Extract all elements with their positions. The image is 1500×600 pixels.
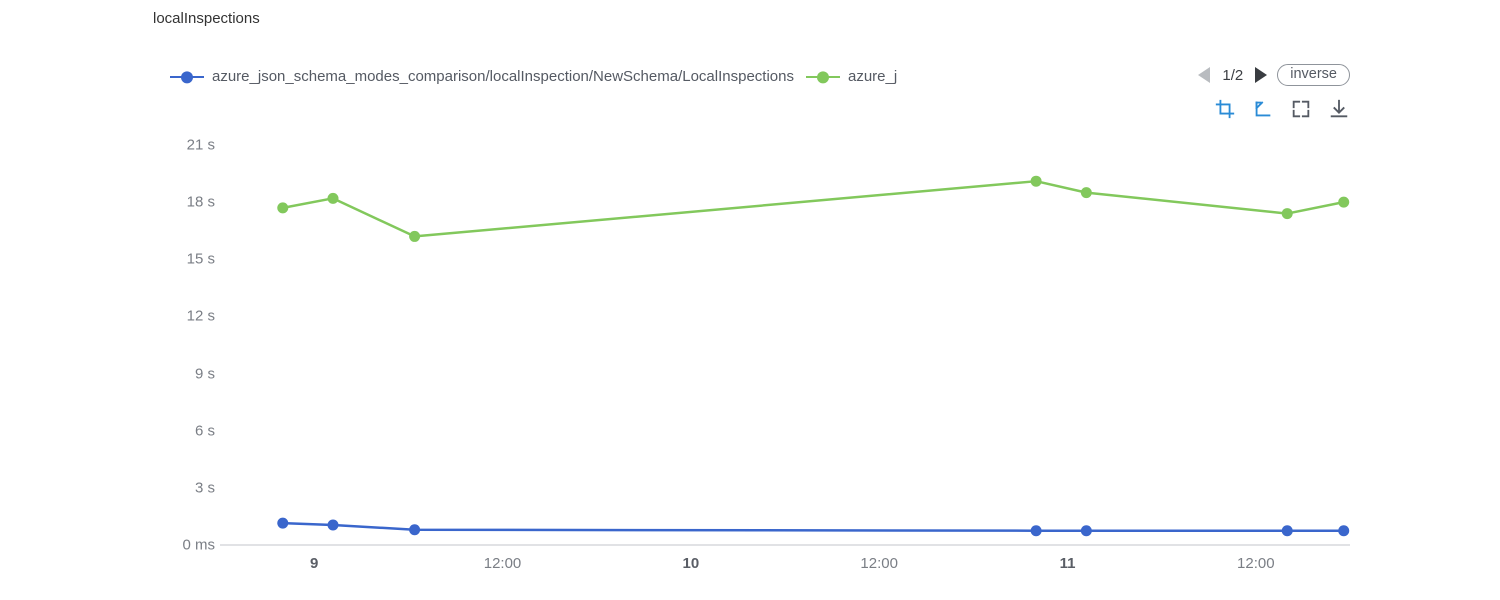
series-marker[interactable] [1338, 197, 1349, 208]
series-marker[interactable] [1282, 525, 1293, 536]
series-marker[interactable] [277, 202, 288, 213]
legend-swatch-icon [806, 76, 840, 78]
legend-item[interactable]: azure_json_schema_modes_comparison/local… [170, 68, 794, 85]
chart-title: localInspections [153, 10, 260, 27]
legend-item[interactable]: azure_j [806, 68, 897, 85]
series-line [283, 523, 1344, 531]
series-marker[interactable] [409, 231, 420, 242]
series-marker[interactable] [1081, 525, 1092, 536]
series-marker[interactable] [1338, 525, 1349, 536]
download-icon[interactable] [1328, 98, 1350, 120]
series-marker[interactable] [1081, 187, 1092, 198]
crop-icon[interactable] [1214, 98, 1236, 120]
series-line [283, 181, 1344, 236]
series-marker[interactable] [1031, 525, 1042, 536]
chart-plot [165, 140, 1350, 580]
legend-label: azure_json_schema_modes_comparison/local… [212, 68, 794, 85]
series-marker[interactable] [1031, 176, 1042, 187]
pager-next-button[interactable] [1255, 67, 1267, 83]
expand-icon[interactable] [1290, 98, 1312, 120]
reset-icon[interactable] [1252, 98, 1274, 120]
chart-toolbar [1214, 98, 1350, 120]
line-chart: 21 s18 s15 s12 s9 s6 s3 s0 ms912:001012:… [165, 140, 1350, 580]
inverse-button[interactable]: inverse [1277, 64, 1350, 86]
series-marker[interactable] [328, 520, 339, 531]
pager-controls: 1/2 inverse [1198, 64, 1350, 86]
legend-label: azure_j [848, 68, 897, 85]
series-marker[interactable] [277, 518, 288, 529]
legend: azure_json_schema_modes_comparison/local… [170, 68, 1350, 85]
pager-prev-button[interactable] [1198, 67, 1210, 83]
series-marker[interactable] [328, 193, 339, 204]
pager-text: 1/2 [1220, 67, 1245, 84]
series-marker[interactable] [1282, 208, 1293, 219]
legend-swatch-icon [170, 76, 204, 78]
series-marker[interactable] [409, 524, 420, 535]
